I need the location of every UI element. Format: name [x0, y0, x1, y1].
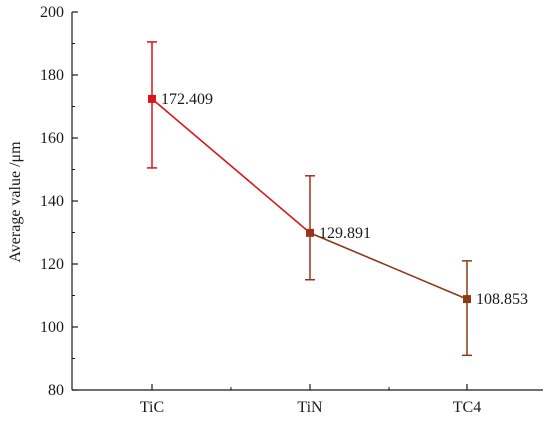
data-label: 108.853	[476, 291, 528, 308]
x-tick-label: TiN	[297, 399, 323, 416]
y-tick-label: 120	[40, 256, 64, 273]
data-point	[463, 295, 471, 304]
data-label: 172.409	[161, 91, 213, 108]
axes	[71, 12, 543, 391]
x-tick-label: TC4	[453, 399, 481, 416]
y-axis-title: Average value /μm	[7, 141, 24, 263]
y-tick-label: 180	[40, 67, 64, 84]
y-tick-label: 140	[40, 193, 64, 210]
x-tick-label: TiC	[140, 399, 164, 416]
y-tick-label: 80	[48, 382, 64, 399]
series: 172.409 129.891 108.853	[147, 41, 528, 357]
y-tick-label: 100	[40, 319, 64, 336]
x-ticks: TiC TiN TC4	[140, 384, 481, 416]
y-tick-label: 160	[40, 130, 64, 147]
data-point	[148, 94, 156, 103]
y-ticks: 80 100 120 140 160 180 200	[40, 4, 78, 399]
data-point	[306, 228, 314, 237]
series-line-segment	[151, 98, 311, 234]
y-tick-label: 200	[40, 4, 64, 21]
data-label: 129.891	[319, 225, 371, 242]
series-line-segment	[309, 232, 468, 300]
